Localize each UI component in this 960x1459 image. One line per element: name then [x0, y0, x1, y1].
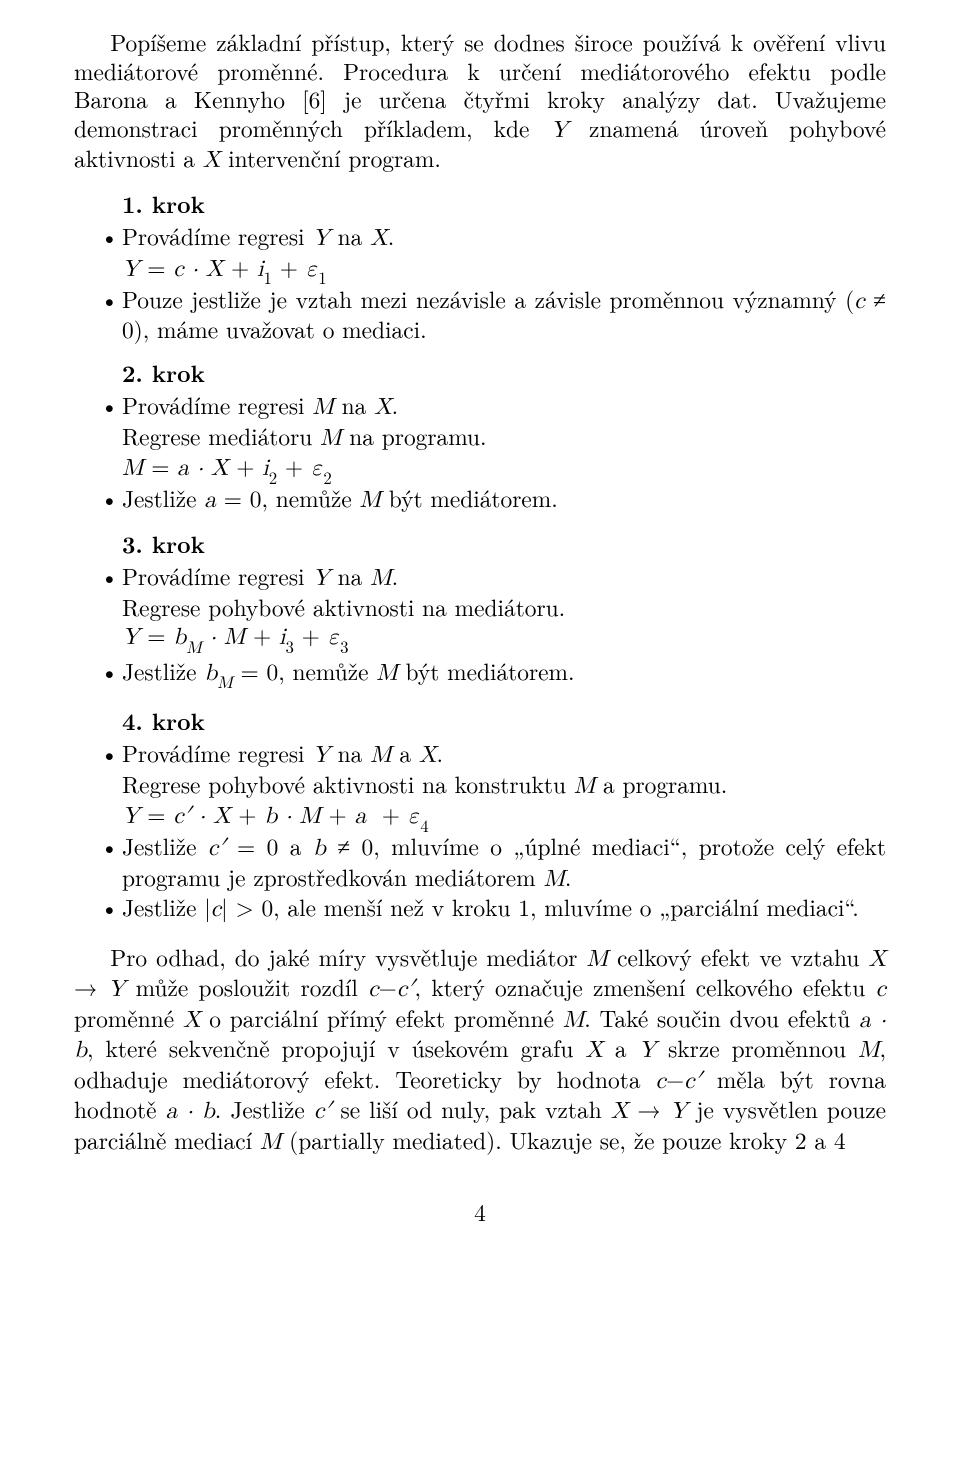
step1-heading: 1. krok: [122, 189, 886, 218]
step1-equation: Y = c · X + i1 + ε1: [122, 253, 886, 285]
step2-sub1: Regrese mediátoru M na programu.: [122, 422, 886, 453]
step3-bullet-1: Provádíme regresi Y na M.: [74, 562, 886, 593]
step4-equation: Y = c′ · X + b · M + a + ε4: [122, 800, 886, 832]
step4-heading: 4. krok: [122, 706, 886, 735]
step2-equation: M = a · X + i2 + ε2: [122, 452, 886, 484]
step4-bullet-1: Provádíme regresi Y na M a X.: [74, 739, 886, 770]
step4-sub1: Regrese pohybové aktivnosti na konstrukt…: [122, 770, 886, 801]
step3-heading: 3. krok: [122, 529, 886, 558]
step2-heading: 2. krok: [122, 358, 886, 387]
step4-bullet-3: Jestliže |c| > 0, ale menší než v kroku …: [74, 893, 886, 924]
intro-paragraph: Popíšeme základní přístup, který se dodn…: [74, 28, 886, 175]
step2-bullet-2: Jestliže a = 0, nemůže M být mediátorem.: [74, 484, 886, 515]
step3-sub1: Regrese pohybové aktivnosti na mediátoru…: [122, 593, 886, 622]
closing-paragraph: Pro odhad, do jaké míry vysvětluje mediá…: [74, 943, 886, 1157]
step3-equation: Y = bM · M + i3 + ε3: [122, 621, 886, 656]
step4-bullet-2: Jestliže c′ = 0 a b ≠ 0, mluvíme o „úpln…: [74, 832, 886, 893]
step3-bullet-2: Jestliže bM = 0, nemůže M být mediátorem…: [74, 657, 886, 692]
step1-bullet-2: Pouze jestliže je vztah mezi nezávisle a…: [74, 285, 886, 344]
step2-bullet-1: Provádíme regresi M na X.: [74, 391, 886, 422]
page-number: 4: [74, 1198, 886, 1227]
step1-bullet-1: Provádíme regresi Y na X.: [74, 222, 886, 253]
